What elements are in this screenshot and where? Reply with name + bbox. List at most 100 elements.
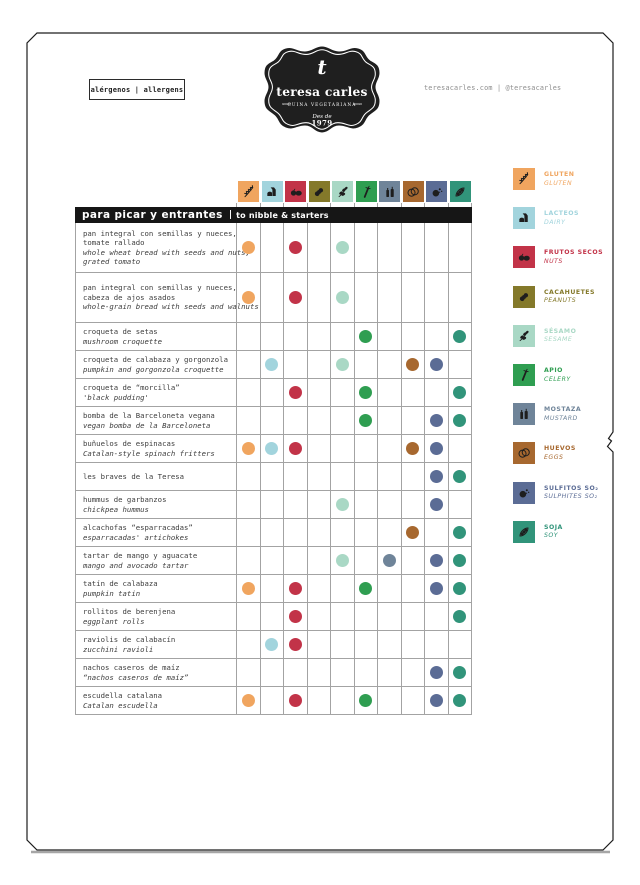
- allergen-cell: [378, 575, 402, 603]
- allergen-cell: [378, 407, 402, 435]
- table-row: escudella catalana Catalan escudella: [75, 687, 472, 715]
- allergen-cell: [425, 323, 449, 351]
- allergen-cell: [237, 379, 261, 407]
- section-title-en: to nibble & starters: [236, 210, 329, 220]
- allergen-cell: [425, 659, 449, 687]
- grid-stubs: [75, 203, 472, 207]
- dish-name: escudella catalana Catalan escudella: [75, 687, 237, 715]
- allergen-cell: [260, 547, 284, 575]
- legend-label-es: CACAHUETES: [544, 288, 595, 296]
- allergen-dot-gluten: [241, 582, 255, 595]
- allergen-cell: [425, 223, 449, 273]
- column-header-peanuts: [308, 181, 332, 203]
- allergen-cell: [354, 519, 378, 547]
- allergen-cell: [237, 435, 261, 463]
- allergen-cell: [354, 351, 378, 379]
- allergen-cell: [378, 659, 402, 687]
- allergen-dot-sulfites: [429, 694, 443, 707]
- logo-badge-shape: [264, 46, 380, 133]
- dish-name: buñuelos de espinacas Catalan-style spina…: [75, 435, 237, 463]
- dish-name-es: croqueta de calabaza y gorgonzola: [83, 355, 228, 365]
- allergen-cell: [331, 659, 355, 687]
- dish-name-en: esparracadas' artichokes: [83, 532, 189, 542]
- allergen-cell: [307, 323, 331, 351]
- allergen-dot-soy: [453, 610, 467, 623]
- column-spacer: [75, 181, 237, 203]
- allergen-cell: [378, 687, 402, 715]
- sesame-icon: [513, 324, 535, 347]
- logo-since: Des de: [311, 114, 332, 120]
- allergen-cell: [260, 687, 284, 715]
- dish-name-en: Catalan-style spinach fritters: [83, 448, 215, 458]
- eggs-icon: [402, 181, 424, 202]
- allergen-dot-soy: [453, 330, 467, 343]
- table-row: raviolis de calabacín zucchini ravioli: [75, 631, 472, 659]
- allergen-cell: [448, 463, 472, 491]
- allergen-dot-dairy: [265, 442, 279, 455]
- allergen-cell: [354, 491, 378, 519]
- dish-name-es: croqueta de “morcilla”: [83, 383, 180, 393]
- allergen-dot-sulfites: [429, 414, 443, 427]
- peanut-icon: [513, 285, 535, 308]
- column-header-eggs: [402, 181, 426, 203]
- allergen-dot-soy: [453, 582, 467, 595]
- allergen-cell: [354, 223, 378, 273]
- allergen-cell: [260, 273, 284, 323]
- allergen-cell: [237, 659, 261, 687]
- dish-name-en: vegan bomba de la Barceloneta: [83, 420, 211, 430]
- allergen-dot-celery: [359, 386, 373, 399]
- legend-label-en: SULPHITES SO₂: [544, 493, 598, 501]
- dish-name: les braves de la Teresa: [75, 463, 237, 491]
- allergen-dot-nuts: [288, 386, 302, 399]
- legend-label: GLUTEN GLUTEN: [544, 168, 574, 190]
- dish-name-en: eggplant rolls: [83, 616, 145, 626]
- allergen-cell: [260, 519, 284, 547]
- dish-name-es: hummus de garbanzos: [83, 495, 167, 505]
- legend-item-gluten: GLUTEN GLUTEN: [513, 168, 603, 190]
- allergen-cell: [354, 575, 378, 603]
- allergen-cell: [378, 631, 402, 659]
- dish-name-en: grated tomato: [83, 256, 141, 266]
- legend-item-soy: SOJA SOY: [513, 520, 603, 543]
- grid-stub: [449, 203, 472, 207]
- legend-label: LACTEOS DAIRY: [544, 207, 579, 229]
- allergen-cell: [331, 687, 355, 715]
- allergen-icons-row: [75, 181, 472, 203]
- nuts-icon: [513, 246, 535, 269]
- legend-label-es: MOSTAZA: [544, 406, 582, 414]
- allergen-cell: [425, 547, 449, 575]
- allergen-dot-sulfites: [429, 554, 443, 567]
- legend-label-en: SESAME: [544, 336, 573, 344]
- legend-item-eggs: HUEVOS EGGS: [513, 442, 603, 465]
- milk-icon: [261, 181, 283, 202]
- allergen-cell: [284, 273, 308, 323]
- allergen-dot-sesame: [335, 291, 349, 304]
- grid-stub: [261, 203, 284, 207]
- legend-label-es: SÉSAMO: [544, 327, 577, 335]
- allergen-dot-sulfites: [429, 358, 443, 371]
- allergen-cell: [284, 463, 308, 491]
- website-link[interactable]: teresacarles.com | @teresacarles: [424, 84, 562, 92]
- sesame-icon: [332, 181, 354, 202]
- allergen-cell: [307, 575, 331, 603]
- allergen-dot-gluten: [241, 291, 255, 304]
- allergen-cell: [448, 575, 472, 603]
- grid-stub: [308, 203, 331, 207]
- allergen-dot-nuts: [288, 638, 302, 651]
- allergen-cell: [307, 223, 331, 273]
- eggs-icon: [513, 442, 535, 465]
- allergen-cell: [331, 631, 355, 659]
- allergen-cell: [260, 323, 284, 351]
- allergen-cell: [425, 407, 449, 435]
- allergen-cell: [354, 273, 378, 323]
- table-row: tatín de calabaza pumpkin tatin: [75, 575, 472, 603]
- allergen-cell: [354, 379, 378, 407]
- allergen-cell: [307, 463, 331, 491]
- allergen-cell: [260, 491, 284, 519]
- table-row: buñuelos de espinacas Catalan-style spina…: [75, 435, 472, 463]
- allergen-dot-celery: [359, 414, 373, 427]
- allergen-dot-sesame: [335, 358, 349, 371]
- allergen-cell: [401, 273, 425, 323]
- dish-name-es: alcachofas “esparracadas”: [83, 523, 193, 533]
